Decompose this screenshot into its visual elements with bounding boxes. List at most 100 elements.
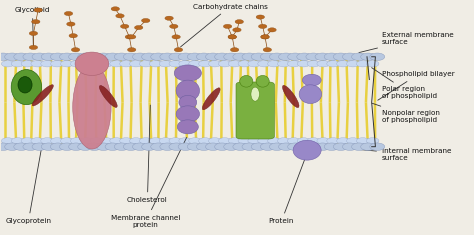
Text: Membrane channel
protein: Membrane channel protein bbox=[111, 137, 187, 228]
Circle shape bbox=[324, 53, 339, 60]
Circle shape bbox=[179, 138, 191, 144]
Circle shape bbox=[370, 53, 385, 60]
Circle shape bbox=[59, 53, 74, 60]
Circle shape bbox=[361, 143, 376, 150]
Circle shape bbox=[128, 35, 136, 39]
Circle shape bbox=[251, 143, 266, 150]
Circle shape bbox=[297, 61, 310, 67]
Circle shape bbox=[342, 53, 357, 60]
Circle shape bbox=[228, 35, 237, 39]
Ellipse shape bbox=[302, 74, 321, 86]
Ellipse shape bbox=[75, 52, 109, 75]
Circle shape bbox=[206, 53, 220, 60]
Circle shape bbox=[70, 61, 83, 67]
Circle shape bbox=[342, 143, 357, 150]
Circle shape bbox=[120, 61, 132, 67]
Circle shape bbox=[100, 61, 113, 67]
Circle shape bbox=[142, 53, 156, 60]
Circle shape bbox=[287, 138, 300, 144]
Circle shape bbox=[159, 138, 172, 144]
Circle shape bbox=[242, 53, 257, 60]
Circle shape bbox=[233, 143, 248, 150]
Circle shape bbox=[51, 138, 64, 144]
Circle shape bbox=[333, 53, 348, 60]
Circle shape bbox=[261, 35, 269, 39]
Ellipse shape bbox=[100, 86, 117, 107]
Circle shape bbox=[269, 143, 284, 150]
Circle shape bbox=[139, 138, 152, 144]
Circle shape bbox=[315, 53, 330, 60]
Circle shape bbox=[142, 19, 150, 23]
Circle shape bbox=[11, 61, 24, 67]
Circle shape bbox=[69, 34, 77, 38]
Circle shape bbox=[215, 143, 229, 150]
Text: Carbohydrate chains: Carbohydrate chains bbox=[181, 4, 267, 47]
Circle shape bbox=[297, 53, 312, 60]
Circle shape bbox=[29, 31, 37, 35]
Circle shape bbox=[219, 138, 231, 144]
Text: Glycoprotein: Glycoprotein bbox=[5, 144, 51, 224]
Ellipse shape bbox=[73, 65, 111, 149]
Circle shape bbox=[333, 143, 348, 150]
Circle shape bbox=[196, 53, 211, 60]
Circle shape bbox=[199, 138, 211, 144]
Circle shape bbox=[337, 61, 349, 67]
Circle shape bbox=[206, 143, 220, 150]
Circle shape bbox=[71, 48, 80, 52]
Circle shape bbox=[132, 143, 147, 150]
Circle shape bbox=[128, 48, 136, 52]
Circle shape bbox=[70, 138, 83, 144]
Circle shape bbox=[21, 61, 34, 67]
Circle shape bbox=[327, 61, 339, 67]
Circle shape bbox=[78, 143, 93, 150]
Circle shape bbox=[90, 61, 103, 67]
Text: Glycolipid: Glycolipid bbox=[15, 7, 50, 47]
Circle shape bbox=[248, 138, 261, 144]
Circle shape bbox=[5, 143, 19, 150]
Circle shape bbox=[69, 143, 83, 150]
Circle shape bbox=[258, 138, 271, 144]
Circle shape bbox=[1, 138, 14, 144]
Circle shape bbox=[260, 53, 275, 60]
Circle shape bbox=[187, 53, 202, 60]
Circle shape bbox=[268, 28, 276, 32]
Ellipse shape bbox=[174, 65, 201, 81]
Circle shape bbox=[78, 53, 93, 60]
Ellipse shape bbox=[176, 106, 200, 122]
Circle shape bbox=[32, 53, 47, 60]
Circle shape bbox=[258, 24, 267, 28]
Circle shape bbox=[324, 143, 339, 150]
Circle shape bbox=[14, 143, 29, 150]
Circle shape bbox=[346, 138, 359, 144]
Circle shape bbox=[149, 61, 162, 67]
Circle shape bbox=[277, 61, 290, 67]
Circle shape bbox=[263, 48, 272, 52]
Circle shape bbox=[0, 53, 10, 60]
Circle shape bbox=[242, 143, 257, 150]
Circle shape bbox=[327, 138, 339, 144]
Circle shape bbox=[100, 138, 113, 144]
Circle shape bbox=[260, 143, 275, 150]
Circle shape bbox=[189, 138, 201, 144]
Circle shape bbox=[224, 53, 239, 60]
Ellipse shape bbox=[32, 85, 54, 106]
Circle shape bbox=[61, 138, 73, 144]
Circle shape bbox=[120, 138, 132, 144]
Circle shape bbox=[96, 53, 111, 60]
Circle shape bbox=[114, 143, 129, 150]
Circle shape bbox=[129, 61, 142, 67]
Circle shape bbox=[50, 143, 65, 150]
Circle shape bbox=[116, 14, 124, 18]
Circle shape bbox=[228, 138, 241, 144]
Circle shape bbox=[110, 61, 123, 67]
Circle shape bbox=[172, 35, 180, 39]
Ellipse shape bbox=[176, 80, 200, 101]
Circle shape bbox=[174, 48, 182, 52]
Circle shape bbox=[238, 138, 251, 144]
Circle shape bbox=[105, 53, 120, 60]
Circle shape bbox=[233, 28, 241, 32]
Circle shape bbox=[361, 53, 376, 60]
Circle shape bbox=[370, 143, 385, 150]
Circle shape bbox=[261, 35, 269, 39]
Circle shape bbox=[178, 53, 193, 60]
